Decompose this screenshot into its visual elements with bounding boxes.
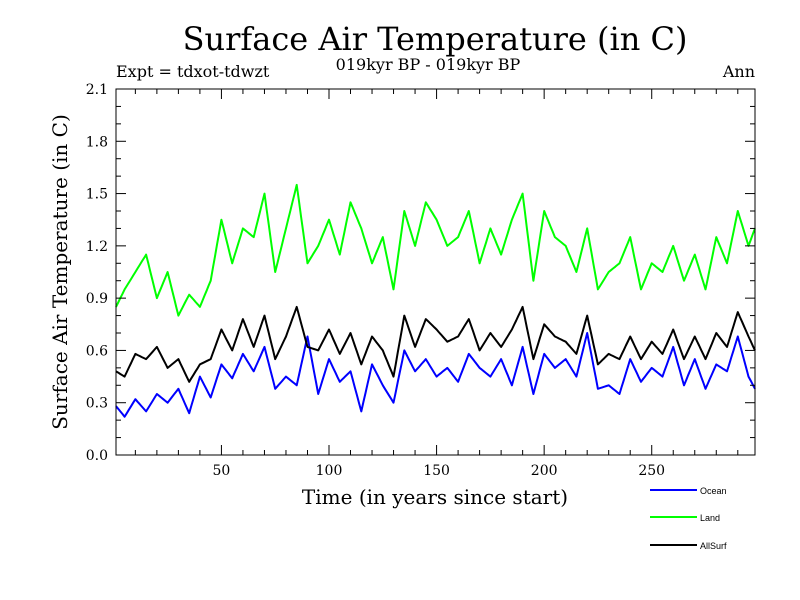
y-tick-label: 0.0 bbox=[86, 448, 108, 464]
legend: Ocean Land AllSurf bbox=[650, 486, 727, 551]
y-tick-label: 1.2 bbox=[86, 239, 108, 255]
y-tick-label: 0.3 bbox=[86, 396, 108, 412]
legend-label-land: Land bbox=[700, 513, 720, 523]
season-label: Ann bbox=[722, 62, 755, 81]
x-tick-label: 250 bbox=[638, 463, 665, 479]
y-tick-label: 1.8 bbox=[86, 134, 108, 150]
y-tick-label: 1.5 bbox=[86, 187, 108, 203]
x-tick-label: 150 bbox=[423, 463, 450, 479]
plot-frame bbox=[115, 88, 756, 456]
series-line-land bbox=[115, 183, 756, 317]
x-tick-label: 50 bbox=[213, 463, 231, 479]
plot-area: 50 100 150 200 250 0.0 0.3 0.6 0.9 1.2 1.5 1.8 2.1 bbox=[86, 82, 756, 479]
experiment-label: Expt = tdxot-tdwzt bbox=[116, 62, 270, 81]
legend-label-allsurf: AllSurf bbox=[700, 541, 727, 551]
series-line-allsurf bbox=[115, 305, 756, 383]
x-tick-label: 100 bbox=[316, 463, 343, 479]
x-axis-label: Time (in years since start) bbox=[302, 485, 568, 509]
series-line-ocean bbox=[115, 332, 756, 418]
chart-subtitle: 019kyr BP - 019kyr BP bbox=[336, 55, 521, 74]
legend-label-ocean: Ocean bbox=[700, 486, 727, 496]
y-tick-label: 0.6 bbox=[86, 343, 108, 359]
y-tick-label: 2.1 bbox=[86, 82, 108, 98]
y-axis-label: Surface Air Temperature (in C) bbox=[48, 114, 72, 430]
x-tick-label: 200 bbox=[531, 463, 558, 479]
chart-title: Surface Air Temperature (in C) bbox=[183, 20, 688, 58]
y-tick-label: 0.9 bbox=[86, 291, 108, 307]
